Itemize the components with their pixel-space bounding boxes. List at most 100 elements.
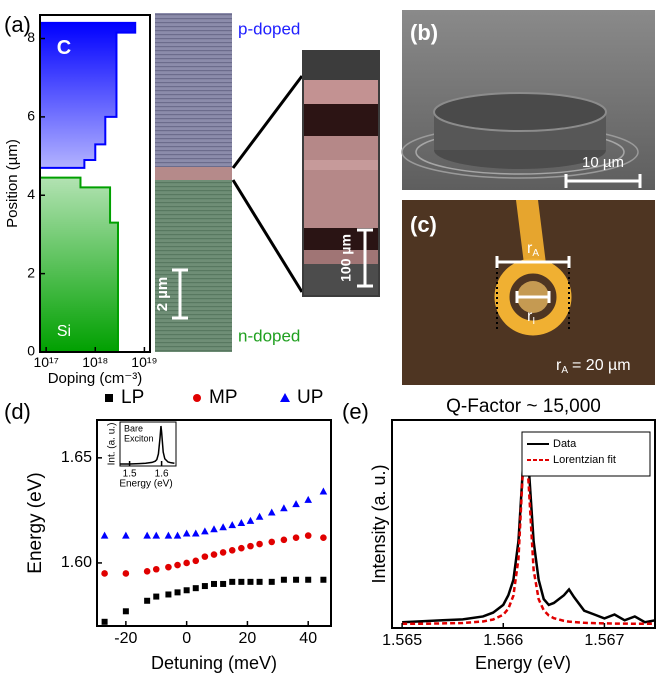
subscript: I <box>532 316 535 327</box>
symbol: r <box>556 357 562 374</box>
point <box>237 519 246 526</box>
optical-image <box>402 200 655 385</box>
point <box>143 568 151 575</box>
line <box>120 425 175 465</box>
point <box>293 576 300 583</box>
point <box>165 591 172 598</box>
zoom-image <box>302 50 380 297</box>
point <box>182 529 191 537</box>
x-tick-label: 1.567 <box>584 632 624 649</box>
y-axis-label: Energy (eV) <box>25 472 46 573</box>
point <box>122 570 130 577</box>
symbol: r <box>527 240 533 257</box>
subscript: A <box>532 248 539 259</box>
point <box>228 521 237 529</box>
point <box>256 540 263 548</box>
annotation: Exciton <box>124 433 154 443</box>
point <box>101 570 108 577</box>
point <box>238 578 245 585</box>
chart: 1.565 1.566 1.567 Energy (eV) Intensity (a. … <box>369 396 656 673</box>
legend-marker <box>105 394 113 402</box>
x-tick-label: 0 <box>182 630 191 647</box>
point <box>183 587 190 594</box>
y-tick-label: 1.60 <box>61 554 92 571</box>
x-tick-label: -20 <box>114 630 137 647</box>
point <box>304 495 313 503</box>
line <box>402 435 655 624</box>
legend-label: UP <box>297 387 323 408</box>
point <box>192 585 199 592</box>
point <box>320 534 327 542</box>
legend-label: LP <box>121 387 144 408</box>
point <box>268 538 276 546</box>
x-axis-label: Energy (eV) <box>475 653 571 673</box>
point <box>247 542 254 550</box>
point <box>292 534 300 542</box>
panel-label: (e) <box>342 399 369 424</box>
point <box>228 547 236 554</box>
marks <box>402 431 655 626</box>
point <box>267 508 276 516</box>
x-tick-label: 10¹⁹ <box>131 354 157 370</box>
point <box>152 565 160 573</box>
point <box>256 578 263 585</box>
value: = 20 µm <box>572 357 631 374</box>
axes-frame <box>96 419 332 627</box>
region-label: n-doped <box>238 326 300 345</box>
scale-label: 100 µm <box>338 234 354 282</box>
region-label: p-doped <box>238 19 300 38</box>
subscript: A <box>561 365 568 376</box>
point <box>122 608 129 615</box>
x-tick-label: 10¹⁷ <box>33 354 58 370</box>
legend-label: MP <box>209 387 238 408</box>
point <box>246 516 255 524</box>
point <box>173 531 182 539</box>
panel-label: (b) <box>410 20 438 45</box>
point <box>143 531 151 539</box>
point <box>210 525 218 533</box>
point <box>191 529 200 537</box>
point <box>211 580 217 587</box>
y-axis-label: Intensity (a. u.) <box>369 464 389 583</box>
panel-label: (a) <box>4 12 31 37</box>
legend-label: Data <box>553 438 577 450</box>
point <box>201 553 209 560</box>
point <box>280 504 288 512</box>
scale-label: 2 µm <box>154 277 171 312</box>
point <box>229 578 236 585</box>
point <box>192 557 200 565</box>
cross-section-image <box>155 13 232 352</box>
legend-box <box>521 431 651 477</box>
point <box>144 597 151 604</box>
axes-frame <box>119 421 177 467</box>
axes-frame <box>391 419 656 629</box>
y-tick-label: 2 <box>27 264 35 280</box>
point <box>201 583 208 590</box>
doping-profile <box>40 21 137 169</box>
point <box>238 544 245 552</box>
point <box>305 576 312 583</box>
x-tick-label: 20 <box>239 630 257 647</box>
y-tick-label: 1.65 <box>61 449 92 466</box>
radius-label: rA <box>527 240 539 258</box>
point <box>164 531 173 539</box>
x-axis-label: Energy (eV) <box>119 479 172 490</box>
chart-title: Q-Factor ~ 15,000 <box>446 396 601 417</box>
point <box>101 618 108 625</box>
point <box>152 531 161 539</box>
y-tick-label: 4 <box>27 186 35 202</box>
point <box>153 593 160 600</box>
point <box>320 576 327 583</box>
zoom-lines <box>231 75 304 293</box>
point <box>247 578 254 585</box>
legend-marker <box>193 394 201 402</box>
y-tick-label: 8 <box>27 29 35 45</box>
panel-label: (d) <box>4 399 31 424</box>
x-axis-label: Doping (cm⁻³) <box>48 370 143 387</box>
panel-label: (c) <box>410 212 437 237</box>
point <box>319 487 328 495</box>
symbol: r <box>527 308 533 325</box>
point <box>183 559 190 567</box>
